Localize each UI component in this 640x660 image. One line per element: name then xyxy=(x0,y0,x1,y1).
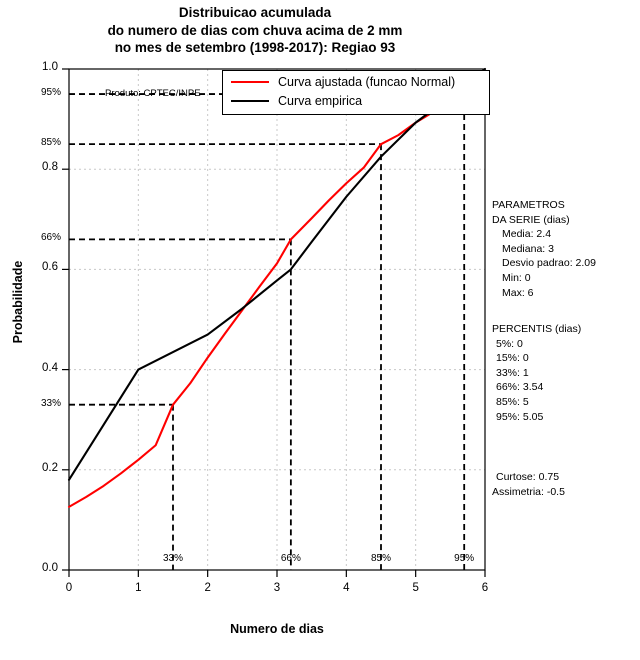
legend-item-empirical: Curva empirica xyxy=(231,94,362,108)
y-tick-label: 0.8 xyxy=(42,161,58,174)
percentile-h-label: 85% xyxy=(41,137,62,149)
parameters-title-line-1: PARAMETROS xyxy=(492,199,565,211)
y-tick-label: 0.0 xyxy=(42,562,58,574)
chart-title: Distribuicao acumulada do numero de dias… xyxy=(0,4,510,57)
x-tick-label: 4 xyxy=(343,582,350,594)
percentile-15: 15%: 0 xyxy=(496,352,529,365)
percentile-v-label: 66% xyxy=(280,553,301,564)
percentile-h-label: 95% xyxy=(41,87,62,99)
title-line-2: do numero de dias com chuva acima de 2 m… xyxy=(107,22,403,38)
percentile-v-label: 33% xyxy=(162,553,183,564)
percentile-95: 95%: 5.05 xyxy=(496,410,544,423)
x-tick-label: 0 xyxy=(65,582,73,594)
param-media: Media: 2.4 xyxy=(502,228,552,241)
moments-panel: Curtose: 0.75 Assimetria: -0.5 xyxy=(492,470,565,499)
percentiles-title: PERCENTIS (dias) xyxy=(492,323,582,335)
percentile-v-label: 95% xyxy=(454,553,475,564)
y-tick-label: 0.2 xyxy=(42,461,58,474)
y-axis-title: Probabilidade xyxy=(11,260,25,344)
x-tick-label: 1 xyxy=(135,582,142,594)
param-min: Min: 0 xyxy=(502,271,531,284)
percentile-v-label: 85% xyxy=(370,553,391,564)
y-tick-label: 0.6 xyxy=(42,261,58,274)
legend-swatch-fitted-icon xyxy=(231,81,269,83)
percentile-h-label: 33% xyxy=(41,397,62,409)
chart-legend: Curva ajustada (funcao Normal) Curva emp… xyxy=(222,70,490,115)
title-line-3: no mes de setembro (1998-2017): Regiao 9… xyxy=(114,40,396,55)
title-line-1: Distribuicao acumulada xyxy=(178,5,332,20)
percentile-85: 85%: 5 xyxy=(496,395,529,408)
legend-label-fitted: Curva ajustada (funcao Normal) xyxy=(278,75,456,89)
data-series xyxy=(67,67,487,508)
percentile-66: 66%: 3.54 xyxy=(496,381,544,394)
percentile-5: 5%: 0 xyxy=(496,337,523,350)
stat-assimetria: Assimetria: -0.5 xyxy=(492,485,565,498)
percentile-h-label: 66% xyxy=(41,232,62,244)
percentile-guide-lines xyxy=(69,93,466,570)
param-mediana: Mediana: 3 xyxy=(502,242,554,255)
axis-ticks xyxy=(62,68,486,577)
parameters-title-line-2: DA SERIE (dias) xyxy=(492,213,570,226)
x-tick-label: 5 xyxy=(412,582,419,594)
legend-swatch-empirical-icon xyxy=(231,100,269,102)
param-desvio-padrao: Desvio padrao: 2.09 xyxy=(502,257,596,270)
percentiles-panel: PERCENTIS (dias) 5%: 0 15%: 0 33%: 1 66%… xyxy=(492,322,581,424)
produto-label: Produto: CPTEC/INPE xyxy=(105,88,201,99)
x-tick-label: 2 xyxy=(204,582,211,594)
stat-curtose: Curtose: 0.75 xyxy=(496,471,560,483)
percentile-33: 33%: 1 xyxy=(496,366,529,379)
parameters-panel: PARAMETROS DA SERIE (dias) Media: 2.4 Me… xyxy=(492,198,596,300)
param-max: Max: 6 xyxy=(502,286,534,299)
x-tick-label: 3 xyxy=(273,582,281,594)
legend-label-empirical: Curva empirica xyxy=(278,94,363,108)
y-tick-label: 0.4 xyxy=(42,361,58,374)
legend-item-fitted: Curva ajustada (funcao Normal) xyxy=(231,75,455,89)
y-tick-label: 1.0 xyxy=(42,61,58,73)
x-tick-label: 6 xyxy=(481,582,489,594)
x-axis-title: Numero de dias xyxy=(230,622,324,636)
